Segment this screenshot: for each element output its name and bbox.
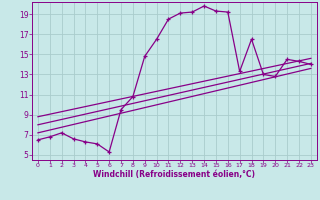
- X-axis label: Windchill (Refroidissement éolien,°C): Windchill (Refroidissement éolien,°C): [93, 170, 255, 179]
